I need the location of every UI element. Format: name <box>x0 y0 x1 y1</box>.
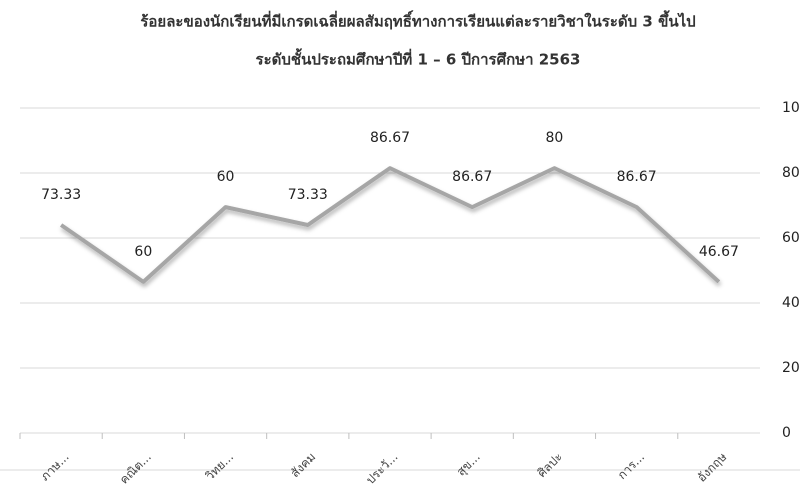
data-label: 86.67 <box>617 169 657 185</box>
x-tick-label: ประวั... <box>363 450 400 487</box>
y-tick-label: 0 <box>782 425 791 441</box>
chart-title: ร้อยละของนักเรียนที่มีเกรดเฉลี่ยผลสัมฤทธ… <box>140 10 695 31</box>
data-label: 60 <box>134 244 152 260</box>
x-tick-label: ศิลปะ <box>535 450 565 480</box>
x-tick-label: สุข... <box>454 450 484 480</box>
y-tick-label: 100 <box>782 100 800 116</box>
data-label: 73.33 <box>288 187 328 203</box>
y-tick-label: 40 <box>782 295 800 311</box>
chart-subtitle: ระดับชั้นประถมศึกษาปีที่ 1 – 6 ปีการศึกษ… <box>256 48 581 69</box>
data-label: 86.67 <box>370 130 410 146</box>
data-label: 80 <box>546 130 564 146</box>
data-label: 73.33 <box>41 187 81 203</box>
line-series <box>59 166 721 284</box>
y-tick-label: 80 <box>782 165 800 181</box>
data-label: 60 <box>217 169 235 185</box>
x-tick-label: วิทย... <box>203 450 237 484</box>
x-tick-label: สังคม <box>288 450 318 480</box>
data-label: 86.67 <box>452 169 492 185</box>
x-tick-label: คณิต... <box>117 450 154 487</box>
x-tick-label: อังกฤษ <box>694 450 729 485</box>
x-tick-label: ภาษ... <box>38 450 72 484</box>
x-tick-label: การ... <box>615 450 647 482</box>
y-tick-label: 60 <box>782 230 800 246</box>
data-label: 46.67 <box>699 244 739 260</box>
y-tick-label: 20 <box>782 360 800 376</box>
